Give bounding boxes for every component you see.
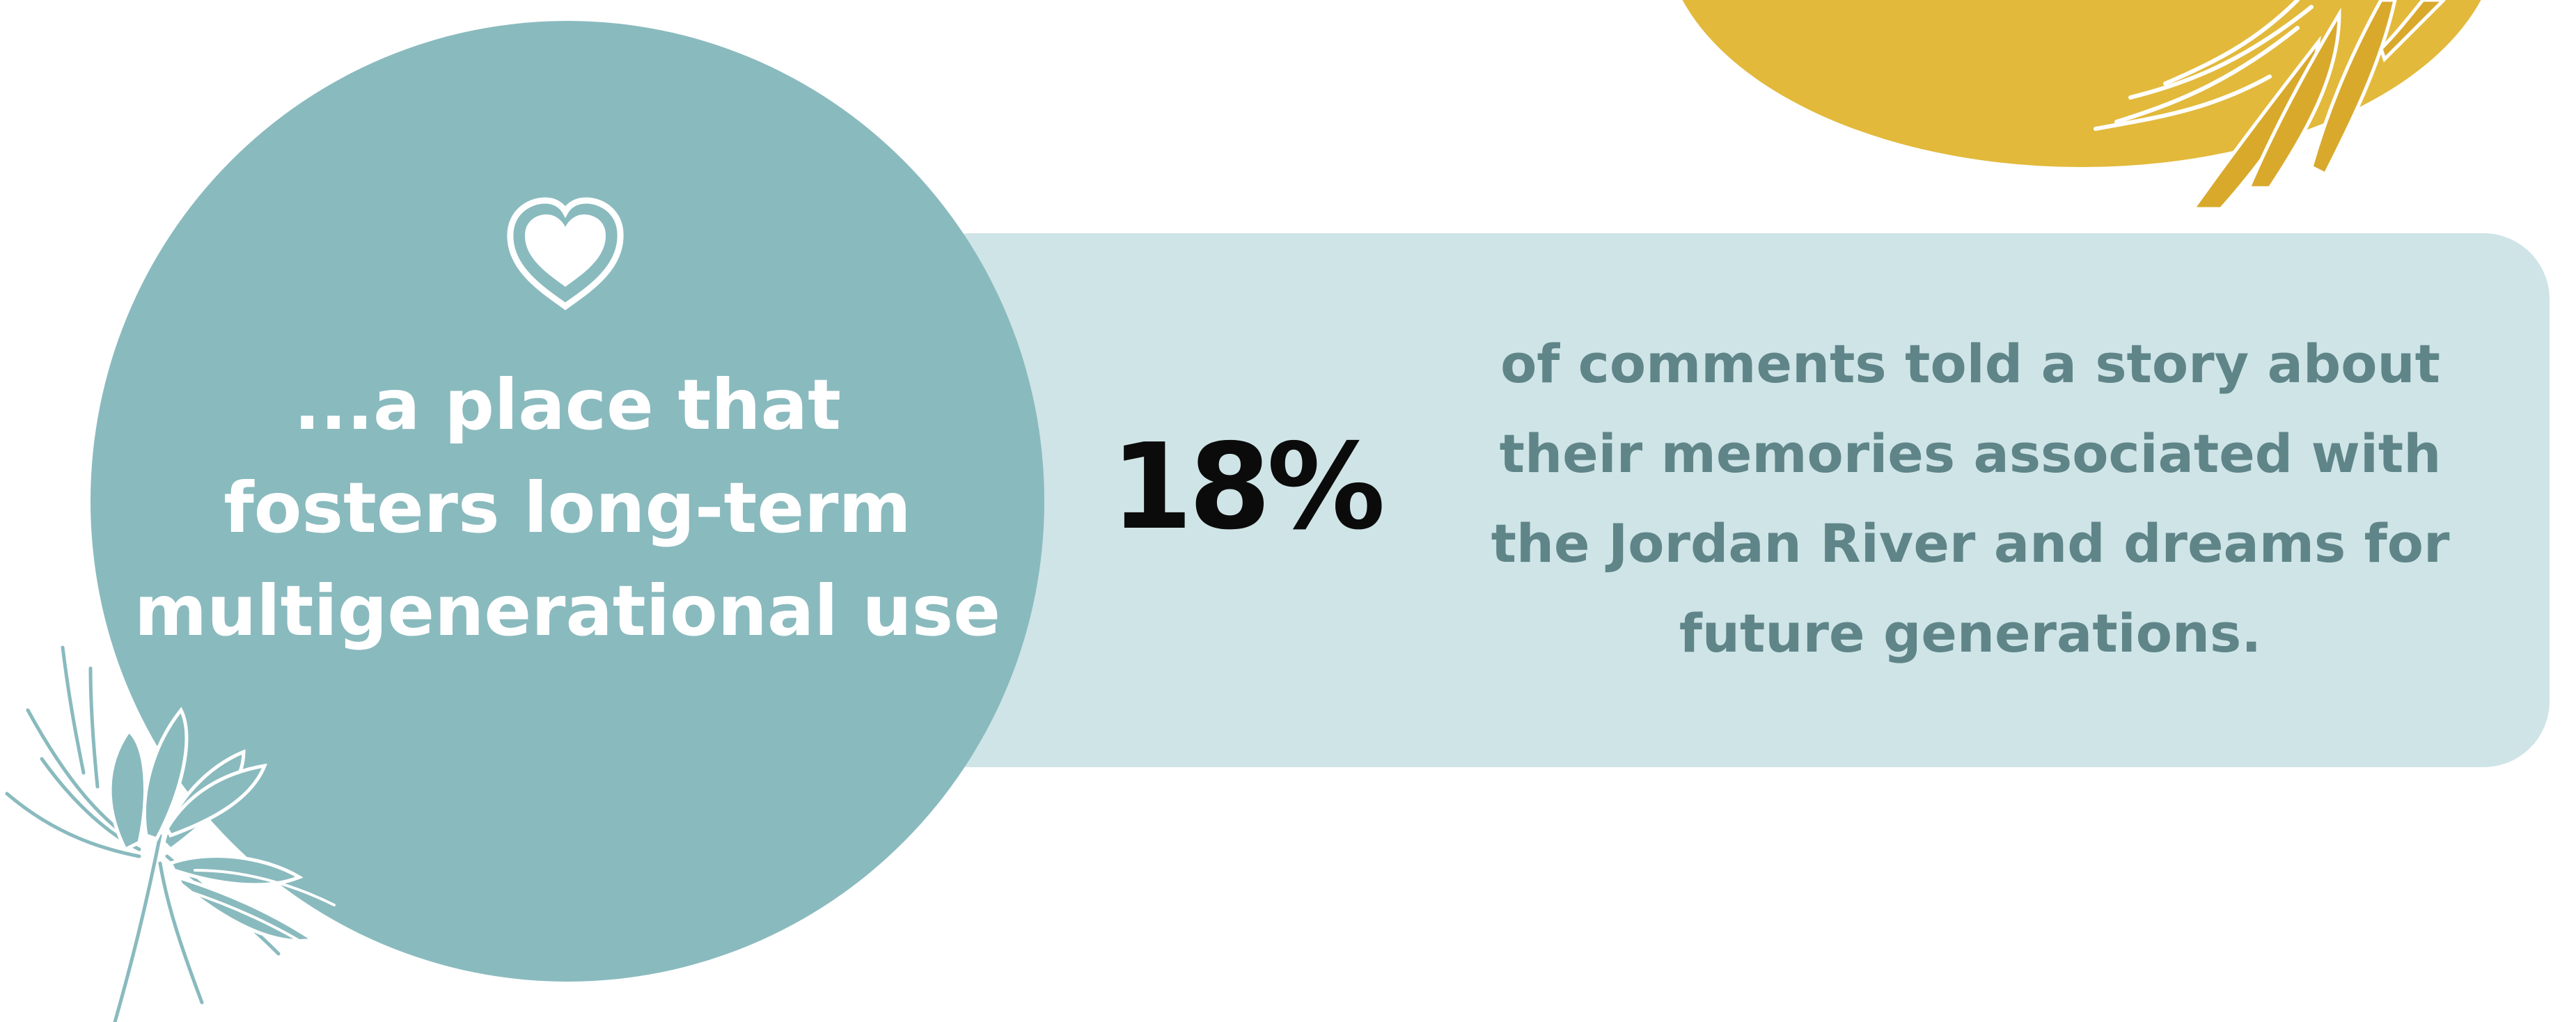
stat-description-line: their memories associated with bbox=[1406, 409, 2534, 498]
circle-headline: ...a place that fosters long-term multig… bbox=[104, 354, 1030, 663]
stat-description-line: of comments told a story about bbox=[1406, 319, 2534, 409]
circle-headline-line: ...a place that bbox=[104, 354, 1030, 457]
circle-headline-line: fosters long-term bbox=[104, 457, 1030, 560]
circle-headline-line: multigenerational use bbox=[104, 560, 1030, 663]
sun-illustration-icon bbox=[2089, 0, 2479, 216]
stat-percentage: 18% bbox=[1110, 418, 1375, 557]
flower-illustration-icon bbox=[0, 627, 432, 1022]
heart-icon bbox=[505, 195, 627, 313]
stat-description-line: future generations. bbox=[1406, 588, 2534, 678]
stat-description-line: the Jordan River and dreams for bbox=[1406, 498, 2534, 588]
stat-description: of comments told a story about their mem… bbox=[1406, 319, 2534, 678]
